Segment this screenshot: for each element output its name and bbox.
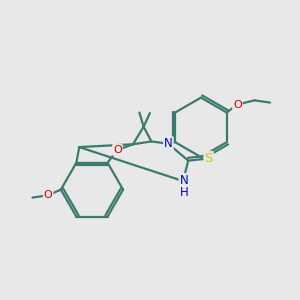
Text: N: N bbox=[164, 137, 173, 150]
Text: N: N bbox=[180, 174, 188, 187]
Text: H: H bbox=[180, 187, 188, 200]
Text: S: S bbox=[204, 152, 213, 165]
Text: O: O bbox=[233, 100, 242, 110]
Text: O: O bbox=[44, 190, 52, 200]
Text: O: O bbox=[113, 145, 122, 155]
